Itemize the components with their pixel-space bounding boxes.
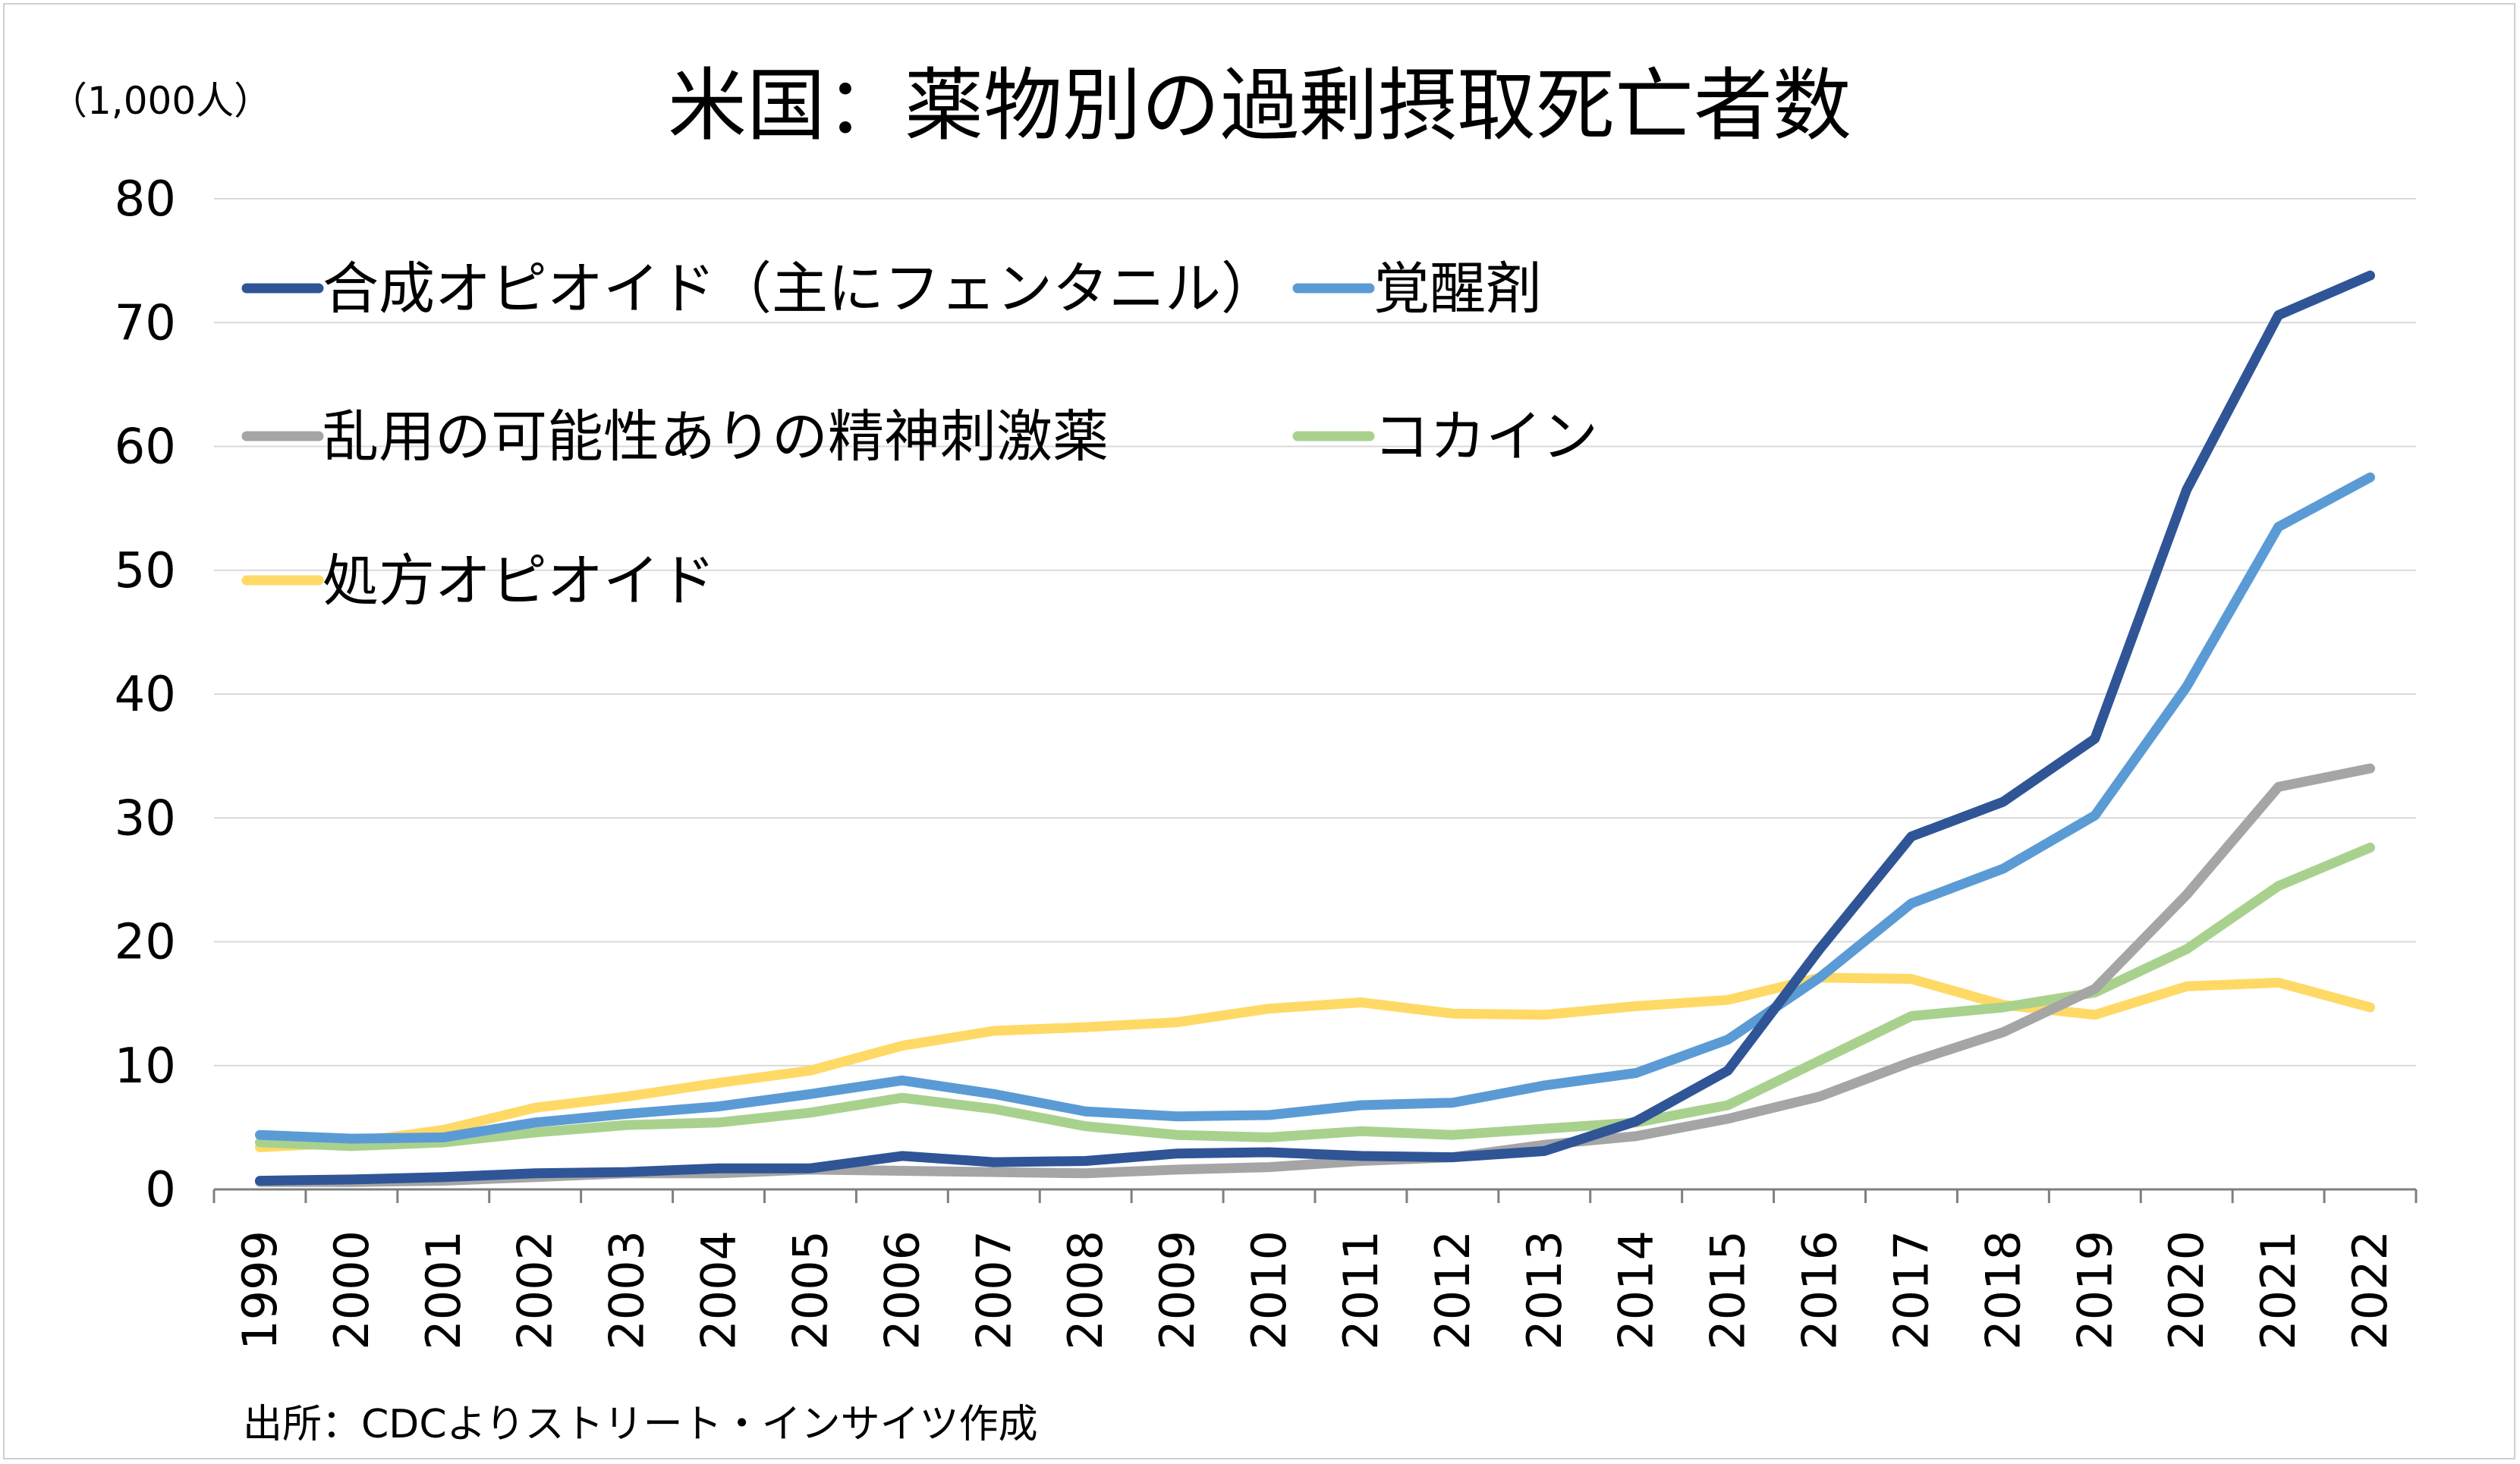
y-tick-label: 70 <box>115 295 176 351</box>
y-tick-label: 20 <box>115 915 176 971</box>
x-tick-label: 2015 <box>1700 1230 1756 1350</box>
x-tick-label: 2014 <box>1609 1230 1664 1350</box>
x-tick-label: 2017 <box>1883 1230 1939 1350</box>
y-tick-label: 10 <box>115 1038 176 1095</box>
x-tick-label: 2010 <box>1241 1230 1297 1350</box>
y-tick-label: 60 <box>115 419 176 476</box>
y-tick-label: 0 <box>145 1162 176 1218</box>
source-note: 出所：CDCよりストリート・インサイツ作成 <box>243 1402 1038 1447</box>
x-tick-label: 2003 <box>599 1230 655 1350</box>
chart-title: 米国：薬物別の過剰摂取死亡者数 <box>668 59 1851 152</box>
x-tick-label: 2004 <box>691 1230 747 1350</box>
y-tick-label: 80 <box>115 171 176 228</box>
legend-label: 処方オピオイド <box>322 548 716 614</box>
x-tick-label: 2021 <box>2251 1230 2306 1350</box>
y-tick-label: 30 <box>115 790 176 847</box>
x-tick-label: 2011 <box>1333 1230 1389 1350</box>
series-line-3 <box>255 842 2375 1151</box>
x-tick-label: 2000 <box>324 1230 379 1350</box>
x-tick-label: 2005 <box>782 1230 838 1350</box>
x-tick-label: 2007 <box>966 1230 1021 1350</box>
y-axis-ticks: 0 10 20 30 40 50 60 70 80 <box>115 171 176 1218</box>
x-tick-label: 2016 <box>1792 1230 1848 1350</box>
unit-label: （1,000人） <box>49 79 272 123</box>
x-tick-label: 2018 <box>1975 1230 2031 1350</box>
legend-label: 乱用の可能性ありの精神刺激薬 <box>322 404 1109 470</box>
x-tick-label: 2001 <box>416 1230 471 1350</box>
legend-label: コカイン <box>1373 404 1598 470</box>
y-tick-label: 40 <box>115 667 176 723</box>
series-line-0 <box>255 270 2375 1186</box>
x-tick-label: 2006 <box>874 1230 930 1350</box>
gridlines <box>214 198 2416 1067</box>
series-lines <box>255 270 2375 1187</box>
x-tick-label: 2009 <box>1150 1230 1205 1350</box>
legend-label: 覚醒剤 <box>1373 256 1542 322</box>
legend-label: 合成オピオイド（主にフェンタニル） <box>322 256 1277 322</box>
x-tick-label: 2022 <box>2342 1230 2398 1350</box>
x-axis: 1999 2000 2001 2002 2003 2004 2005 2006 2007 2008… <box>212 1188 2418 1350</box>
x-tick-label: 1999 <box>232 1230 288 1350</box>
x-tick-label: 2012 <box>1425 1230 1480 1350</box>
x-tick-label: 2002 <box>508 1230 563 1350</box>
y-tick-label: 50 <box>115 543 176 599</box>
series-line-1 <box>255 472 2375 1144</box>
x-tick-label: 2013 <box>1517 1230 1572 1350</box>
x-tick-label: 2020 <box>2159 1230 2214 1350</box>
x-tick-label: 2019 <box>2067 1230 2122 1350</box>
x-tick-label: 2008 <box>1058 1230 1113 1350</box>
chart-frame <box>3 3 2515 1459</box>
